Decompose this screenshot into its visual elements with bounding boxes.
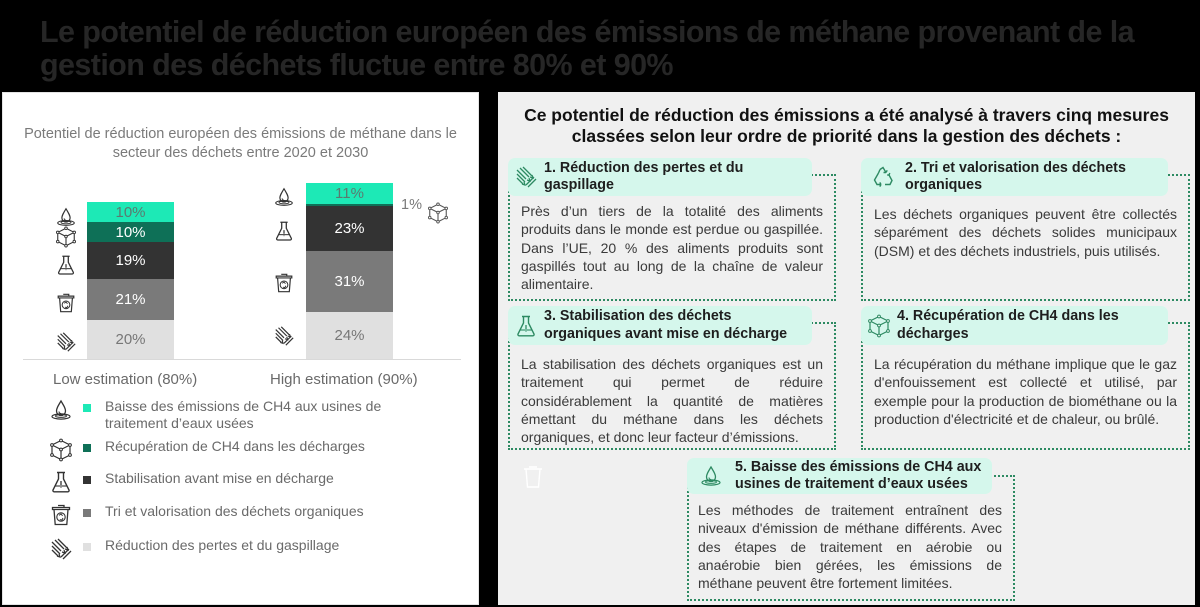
chart-panel: Potentiel de réduction européen des émis… — [2, 92, 479, 605]
segment-food-waste: 20% — [87, 320, 174, 359]
cube-icon — [55, 226, 77, 248]
recycle-bin-icon — [273, 272, 295, 294]
legend-swatch — [83, 543, 91, 551]
food-waste-arrows-icon — [514, 165, 538, 189]
legend-label: Réduction des pertes et du gaspillage — [105, 537, 340, 553]
legend-item-wastewater: Baisse des émissions de CH4 aux usines d… — [49, 398, 469, 432]
recycle-bin-icon — [55, 292, 77, 314]
water-drop-icon — [699, 464, 723, 488]
measure-card-4-header: 4. Récupération de CH4 dans les décharge… — [861, 306, 1168, 345]
category-label-low: Low estimation (80%) — [53, 371, 198, 388]
chart-title: Potentiel de réduction européen des émis… — [24, 126, 457, 161]
flask-icon — [514, 314, 538, 338]
food-waste-arrows-icon — [55, 331, 77, 353]
measure-card-2-header: 2. Tri et valorisation des déchets organ… — [861, 158, 1168, 196]
measure-card-5-body: Les méthodes de traitement entraînent de… — [698, 502, 1002, 592]
recycle-icon — [871, 165, 895, 189]
food-waste-arrows-icon — [49, 537, 73, 561]
water-drop-icon — [49, 398, 73, 422]
legend-swatch — [83, 444, 91, 452]
flask-icon — [49, 470, 73, 494]
legend-swatch — [83, 476, 91, 484]
measure-card-1-title: 1. Réduction des pertes et du gaspillage — [544, 159, 744, 194]
measure-card-3-header: 3. Stabilisation des déchets organiques … — [508, 306, 812, 345]
legend-label: Stabilisation avant mise en décharge — [105, 470, 334, 486]
measure-card-2-title: 2. Tri et valorisation des déchets organ… — [905, 159, 1126, 194]
flask-icon — [55, 254, 77, 276]
landfill-recovery-high-value: 1% — [401, 197, 422, 213]
cube-icon — [867, 314, 891, 338]
legend-label: Baisse des émissions de CH4 aux usines d… — [105, 398, 382, 431]
cube-icon — [427, 202, 449, 224]
bar-low-estimation: 10% 10% 19% 21% 20% — [87, 202, 174, 359]
measure-card-3-title: 3. Stabilisation des déchets organiques … — [544, 308, 788, 342]
flask-icon — [273, 220, 295, 242]
segment-stabilisation: 19% — [87, 242, 174, 279]
segment-food-waste: 24% — [306, 312, 393, 359]
page-title: Le potentiel de réduction européen des é… — [40, 15, 1135, 82]
chart-baseline — [23, 359, 461, 360]
segment-sorting: 21% — [87, 279, 174, 320]
segment-wastewater: 10% — [87, 202, 174, 222]
recycle-bin-icon — [49, 503, 73, 527]
measure-card-5-title: 5. Baisse des émissions de CH4 aux usine… — [735, 458, 982, 493]
measure-card-1-header: 1. Réduction des pertes et du gaspillage — [508, 158, 812, 196]
segment-stabilisation: 23% — [306, 206, 393, 251]
measure-card-1-body: Près d’un tiers de la totalité des alime… — [521, 203, 823, 293]
legend-label: Tri et valorisation des déchets organiqu… — [105, 503, 364, 519]
measure-card-5-header: 5. Baisse des émissions de CH4 aux usine… — [687, 458, 992, 494]
segment-landfill-recovery — [306, 204, 393, 206]
segment-sorting: 31% — [306, 251, 393, 312]
legend-item-sorting: Tri et valorisation des déchets organiqu… — [49, 503, 469, 527]
food-waste-arrows-icon — [273, 325, 295, 347]
water-drop-icon — [55, 206, 77, 228]
measure-card-3-body: La stabilisation des déchets organiques … — [521, 356, 823, 446]
measure-card-4-body: La récupération du méthane implique que … — [874, 356, 1177, 427]
bar-high-estimation: 11% 23% 31% 24% — [306, 183, 393, 359]
legend-label: Récupération de CH4 dans les décharges — [105, 438, 365, 454]
category-label-high: High estimation (90%) — [270, 371, 418, 388]
legend-swatch — [83, 509, 91, 517]
measures-intro: Ce potentiel de réduction des émissions … — [524, 105, 1169, 146]
water-drop-icon — [273, 186, 295, 208]
measure-card-4-title: 4. Récupération de CH4 dans les décharge… — [897, 308, 1119, 342]
segment-wastewater: 11% — [306, 183, 393, 204]
legend-swatch — [83, 404, 91, 412]
legend-item-food-waste: Réduction des pertes et du gaspillage — [49, 537, 469, 561]
legend-item-stabilisation: Stabilisation avant mise en décharge — [49, 470, 469, 494]
measure-card-2-body: Les déchets organiques peuvent être coll… — [874, 206, 1177, 259]
measures-panel: Ce potentiel de réduction des émissions … — [498, 92, 1195, 605]
trash-bin-icon — [523, 465, 543, 488]
segment-landfill-recovery: 10% — [87, 222, 174, 242]
legend-item-landfill-recovery: Récupération de CH4 dans les décharges — [49, 438, 469, 462]
cube-icon — [49, 438, 73, 462]
